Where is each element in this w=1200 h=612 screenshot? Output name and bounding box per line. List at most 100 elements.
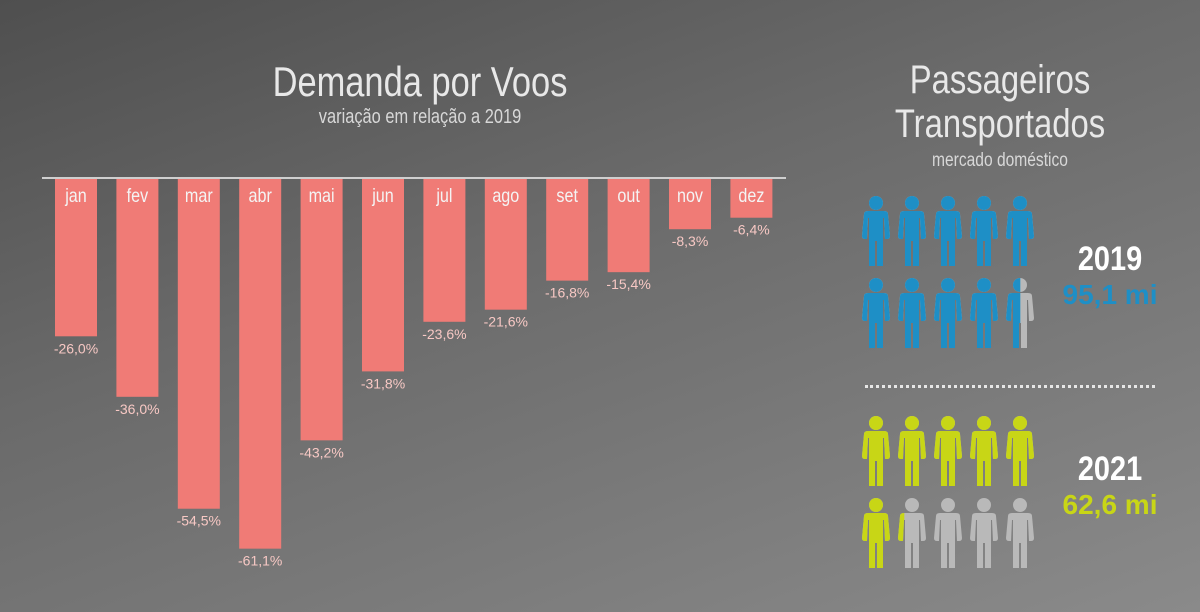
person-shape — [934, 278, 962, 348]
month-label-ago: ago — [492, 185, 519, 207]
data-label-mar: -54,5% — [177, 513, 221, 529]
person-body — [898, 431, 926, 486]
person-body — [862, 513, 890, 568]
month-label-fev: fev — [127, 185, 149, 207]
group-2019: 2019 95,1 mi — [1040, 240, 1180, 311]
month-label-abr: abr — [249, 185, 272, 207]
data-label-nov: -8,3% — [672, 233, 709, 249]
person-icon — [934, 196, 962, 266]
month-label-jan: jan — [64, 185, 86, 207]
person-head — [869, 278, 883, 292]
person-head — [977, 196, 991, 210]
data-label-jan: -26,0% — [54, 340, 98, 356]
year-label: 2019 — [1077, 240, 1143, 278]
person-head — [905, 416, 919, 430]
person-head — [905, 498, 919, 512]
person-shape — [898, 416, 926, 486]
person-body — [934, 293, 962, 348]
person-shape — [898, 498, 926, 568]
month-label-jun: jun — [371, 185, 393, 207]
data-label-jul: -23,6% — [422, 326, 466, 342]
group-2021: 2021 62,6 mi — [1040, 450, 1180, 521]
person-shape — [898, 278, 926, 348]
person-shape — [1006, 416, 1034, 486]
month-label-out: out — [617, 185, 640, 207]
person-icon — [970, 196, 998, 266]
value-label: 95,1 mi — [1062, 279, 1158, 310]
person-head — [977, 278, 991, 292]
data-label-jun: -31,8% — [361, 375, 405, 391]
person-head — [905, 196, 919, 210]
bar-chart: jan -26,0% fev -36,0% mar -54,5% abr -61,1% mai -… — [42, 177, 786, 569]
data-label-mai: -43,2% — [299, 444, 343, 460]
bar-out — [607, 179, 650, 273]
person-shape — [934, 416, 962, 486]
person-icon — [898, 196, 926, 266]
person-shape — [970, 416, 998, 486]
month-label-jul: jul — [435, 185, 452, 207]
value-label: 62,6 mi — [1062, 489, 1158, 520]
person-head — [869, 416, 883, 430]
month-label-mai: mai — [309, 185, 335, 207]
person-shape — [862, 278, 890, 348]
chart-subtitle: variação em relação a 2019 — [318, 106, 522, 128]
person-shape — [1006, 498, 1034, 568]
passengers-title-line1: Passageiros — [909, 58, 1091, 102]
month-label-dez: dez — [738, 185, 764, 207]
person-body — [862, 431, 890, 486]
person-shape — [970, 196, 998, 266]
person-shape — [1006, 278, 1021, 348]
person-icon — [862, 498, 890, 568]
data-label-set: -16,8% — [545, 285, 589, 301]
month-label-nov: nov — [677, 185, 703, 207]
person-icon — [862, 278, 890, 348]
person-body — [898, 211, 926, 266]
person-shape — [898, 513, 905, 541]
person-body — [898, 293, 926, 348]
person-head — [941, 498, 955, 512]
person-shape — [862, 498, 890, 568]
person-shape — [934, 498, 962, 568]
data-label-dez: -6,4% — [733, 222, 770, 238]
person-shape — [898, 196, 926, 266]
person-icon — [1006, 278, 1034, 348]
divider — [865, 385, 1155, 388]
person-head — [977, 416, 991, 430]
person-head — [1013, 196, 1027, 210]
person-icon — [1006, 498, 1034, 568]
person-head — [869, 196, 883, 210]
bar-jun — [362, 179, 404, 372]
chart-title: Demanda por Voos — [272, 58, 568, 105]
person-shape — [1006, 196, 1034, 266]
person-icon — [1006, 416, 1034, 486]
person-body — [862, 211, 890, 266]
person-head — [1013, 416, 1027, 430]
bar-nov — [669, 179, 711, 230]
person-icon — [862, 196, 890, 266]
person-body — [970, 513, 998, 568]
bar-mai — [300, 179, 343, 441]
data-label-fev: -36,0% — [115, 401, 159, 417]
person-body — [970, 211, 998, 266]
passengers-subtitle: mercado doméstico — [932, 150, 1068, 171]
bar-ago — [484, 179, 527, 310]
passengers-title: Passageiros Transportados — [869, 58, 1131, 146]
person-body — [862, 293, 890, 348]
person-body — [1006, 211, 1034, 266]
bar-jul — [423, 179, 466, 322]
person-icon — [934, 278, 962, 348]
person-icon — [934, 498, 962, 568]
bar-dez — [730, 179, 773, 218]
passengers-title-line2: Transportados — [894, 102, 1106, 146]
year-label: 2021 — [1077, 450, 1143, 488]
person-head — [941, 196, 955, 210]
month-label-mar: mar — [185, 185, 213, 207]
bar-fev — [116, 179, 159, 397]
person-head — [977, 498, 991, 512]
person-icon — [970, 278, 998, 348]
person-icon — [934, 416, 962, 486]
person-icon — [970, 416, 998, 486]
data-label-ago: -21,6% — [484, 314, 528, 330]
bar-jan — [55, 179, 97, 337]
